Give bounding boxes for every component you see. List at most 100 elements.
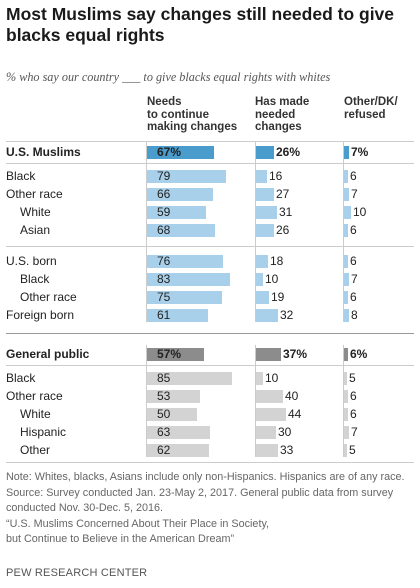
source-brand: PEW RESEARCH CENTER [6,567,148,579]
bar-2-row-2 [344,188,349,201]
data-label: 6 [350,254,357,268]
data-label: 50 [157,407,171,421]
data-label: 6 [350,407,357,421]
bar-0-row-14 [147,444,209,457]
bar-1-row-1 [256,170,267,183]
data-label: 27 [276,187,290,201]
data-label: 10 [265,272,279,286]
bar-0-row-6 [147,273,230,286]
bar-1-row-11 [256,390,283,403]
column-header-line: refused [344,108,386,121]
bar-2-row-5 [344,255,348,268]
data-label: 32 [280,308,294,322]
bar-2-row-1 [344,170,348,183]
row-label: Other race [6,389,63,403]
bar-0-row-5 [147,255,223,268]
row-label: Black [20,272,50,286]
axis-line-made-muslims [255,142,256,322]
column-header-line: making changes [147,121,238,133]
data-label: 18 [270,254,284,268]
data-label: 40 [285,389,299,403]
bar-1-row-13 [256,426,276,439]
row-label: Foreign born [6,308,75,322]
column-header-line: needed [255,108,296,121]
column-header-made-changes: Has made needed changes [255,96,309,134]
bar-1-row-7 [256,291,269,304]
data-label: 7% [351,145,369,159]
header-divider [6,141,414,142]
bar-0-row-3 [147,206,206,219]
column-header-line: changes [255,121,302,133]
section-divider [6,365,414,366]
row-label: White [20,205,51,219]
row-label: Hispanic [20,425,67,439]
data-label: 16 [269,169,283,183]
bar-2-row-10 [344,372,347,385]
bar-1-row-4 [256,224,274,237]
bar-1-row-0 [256,146,274,159]
axis-line-made-public [255,345,256,457]
row-label: White [20,407,51,421]
bar-2-row-3 [344,206,351,219]
note-line: “U.S. Muslims Concerned About Their Plac… [6,517,270,530]
bar-0-row-0 [147,146,214,159]
data-label: 68 [157,223,171,237]
bar-2-row-13 [344,426,349,439]
footer-divider [6,462,414,463]
data-label: 31 [279,205,293,219]
bar-2-row-6 [344,273,349,286]
data-label: 57% [157,347,182,361]
data-label: 10 [353,205,367,219]
note-line: Source: Survey conducted Jan. 23-May 2, … [6,486,394,499]
bar-0-row-9 [147,348,204,361]
bar-0-row-8 [147,309,208,322]
section-divider [6,163,414,164]
bar-1-row-9 [256,348,281,361]
bar-1-row-3 [256,206,277,219]
data-label: 6% [350,347,368,361]
note-line: but Continue to Believe in the American … [6,533,235,545]
bar-1-row-8 [256,309,278,322]
bar-2-row-11 [344,390,348,403]
bar-0-row-13 [147,426,210,439]
bar-2-row-4 [344,224,348,237]
data-label: 61 [157,308,171,322]
data-label: 10 [265,371,279,385]
data-label: 53 [157,389,171,403]
bar-2-row-12 [344,408,348,421]
column-header-other-dk: Other/DK/ refused [344,96,398,121]
data-label: 8 [351,308,358,322]
data-label: 6 [350,290,357,304]
column-header-needs-changes: Needs to continue making changes [147,96,237,134]
data-label: 6 [350,223,357,237]
data-label: 7 [351,187,358,201]
data-label: 59 [157,205,171,219]
data-label: 26 [276,223,290,237]
bar-0-row-10 [147,372,232,385]
bar-0-row-7 [147,291,222,304]
axis-line-needs-public [146,345,147,457]
bar-1-row-14 [256,444,278,457]
bar-2-row-9 [344,348,348,361]
data-label: 85 [157,371,171,385]
bar-2-row-0 [344,146,349,159]
data-label: 67% [157,145,182,159]
data-label: 19 [271,290,285,304]
axis-line-needs-muslims [146,142,147,322]
row-label: General public [6,347,90,361]
data-label: 6 [350,169,357,183]
bar-2-row-7 [344,291,348,304]
data-label: 37% [283,347,308,361]
bar-2-row-8 [344,309,349,322]
bar-2-row-14 [344,444,347,457]
data-label: 66 [157,187,171,201]
data-label: 33 [280,443,294,457]
bar-0-row-11 [147,390,200,403]
column-header-line: to continue [147,108,209,121]
column-header-line: Needs [147,96,182,108]
data-label: 26% [276,145,301,159]
row-label: Asian [20,223,51,237]
row-label: Other race [20,290,77,304]
axis-line-other-muslims [343,142,344,322]
note-line: Note: Whites, blacks, Asians include onl… [6,471,405,483]
